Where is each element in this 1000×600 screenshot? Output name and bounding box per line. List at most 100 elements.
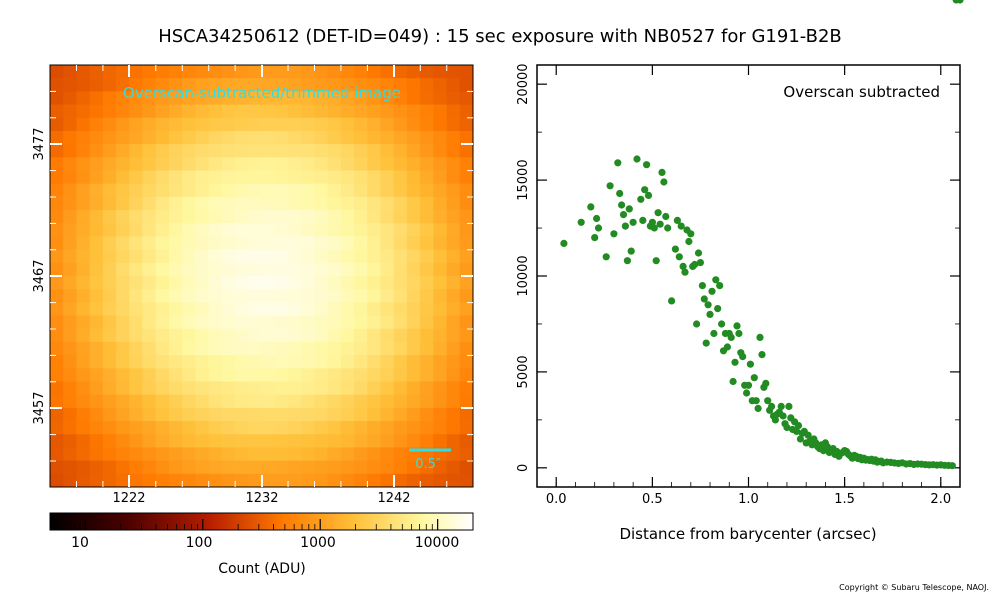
scatter-point: [948, 462, 956, 470]
heatmap-cell: [102, 170, 117, 185]
heatmap-cell: [208, 183, 223, 198]
heatmap-cell: [393, 130, 408, 145]
scatter-point: [762, 379, 770, 387]
heatmap-cell: [380, 421, 395, 435]
heatmap-cell: [380, 381, 395, 396]
scatter-point: [764, 397, 772, 405]
heatmap-cell: [168, 262, 183, 277]
heatmap-cell: [168, 65, 183, 79]
heatmap-cell: [327, 183, 342, 198]
heatmap-cell: [287, 170, 302, 185]
heatmap-cell: [340, 157, 355, 171]
heatmap-cell: [433, 315, 447, 330]
heatmap-cell: [89, 104, 104, 119]
heatmap-cell: [287, 144, 302, 158]
heatmap-cell: [129, 407, 143, 422]
heatmap-cell: [287, 381, 302, 396]
heatmap-cell: [248, 65, 262, 79]
heatmap-cell: [221, 328, 236, 343]
heatmap-cell: [248, 276, 262, 290]
heatmap-cell: [446, 315, 461, 330]
heatmap-cell: [314, 236, 328, 251]
heatmap-cell: [208, 289, 223, 303]
heatmap-cell: [208, 262, 223, 277]
heatmap-cell: [221, 157, 236, 171]
heatmap-cell: [116, 196, 130, 211]
heatmap-cell: [221, 341, 236, 356]
heatmap-cell: [129, 196, 143, 211]
heatmap-cell: [102, 91, 117, 105]
heatmap-cell: [102, 315, 117, 330]
heatmap-cell: [314, 183, 328, 198]
heatmap-cell: [274, 78, 289, 92]
heatmap-cell: [327, 117, 342, 132]
heatmap-cell: [261, 130, 276, 145]
heatmap-cell: [129, 276, 143, 290]
heatmap-cell: [142, 262, 157, 277]
heatmap-cell: [406, 315, 421, 330]
heatmap-cell: [102, 223, 117, 237]
heatmap-cell: [76, 117, 91, 132]
heatmap-cell: [63, 262, 77, 277]
heatmap-cell: [354, 144, 368, 158]
heatmap-cell: [287, 421, 302, 435]
heatmap-cell: [50, 223, 64, 237]
heatmap-cell: [76, 421, 91, 435]
heatmap-cell: [327, 368, 342, 382]
scatter-point: [743, 389, 751, 397]
heatmap-cell: [102, 157, 117, 171]
heatmap-cell: [195, 355, 210, 369]
heatmap-cell: [235, 262, 249, 277]
heatmap-cell: [340, 368, 355, 382]
heatmap-cell: [102, 144, 117, 158]
heatmap-cell: [63, 302, 77, 316]
heatmap-cell: [235, 236, 249, 251]
heatmap-cell: [433, 104, 447, 119]
heatmap-cell: [459, 223, 474, 237]
heatmap-cell: [340, 196, 355, 211]
heatmap-cell: [261, 183, 276, 198]
heatmap-cell: [420, 434, 434, 448]
heatmap-cell: [340, 249, 355, 264]
heatmap-cell: [195, 434, 210, 448]
scatter-point: [746, 360, 755, 368]
heatmap-cell: [393, 276, 408, 290]
heatmap-cell: [248, 447, 262, 462]
heatmap-cell: [89, 236, 104, 251]
heatmap-cell: [301, 130, 315, 145]
heatmap-cell: [459, 236, 474, 251]
scatter-point: [716, 282, 724, 290]
heatmap-cell: [314, 447, 328, 462]
heatmap-cell: [102, 104, 117, 119]
heatmap-cell: [221, 78, 236, 92]
heatmap-cell: [380, 157, 395, 171]
heatmap-cell: [155, 407, 170, 422]
heatmap-cell: [195, 394, 210, 409]
scatter-annotation: Overscan subtracted: [783, 83, 940, 101]
heatmap-cell: [393, 157, 408, 171]
heatmap-cell: [248, 223, 262, 237]
heatmap-cell: [208, 381, 223, 396]
scatter-point: [783, 423, 791, 432]
heatmap-cell: [63, 460, 77, 475]
heatmap-cell: [168, 78, 183, 92]
heatmap-cell: [155, 78, 170, 92]
heatmap-cell: [129, 421, 143, 435]
heatmap-cell: [168, 407, 183, 422]
heatmap-cell: [406, 91, 421, 105]
heatmap-cell: [261, 341, 276, 356]
heatmap-cell: [116, 157, 130, 171]
heatmap-cell: [327, 394, 342, 409]
heatmap-cell: [142, 170, 157, 185]
heatmap-cell: [446, 130, 461, 145]
heatmap-cell: [327, 262, 342, 277]
heatmap-cell: [380, 368, 395, 382]
heatmap-cell: [168, 368, 183, 382]
heatmap-cell: [182, 421, 196, 435]
image-ticks: [50, 65, 473, 487]
heatmap-cell: [248, 421, 262, 435]
heatmap-cell: [248, 262, 262, 277]
colorbar-tick-label: 100: [186, 535, 213, 551]
heatmap-cell: [446, 104, 461, 119]
heatmap-cell: [420, 421, 434, 435]
